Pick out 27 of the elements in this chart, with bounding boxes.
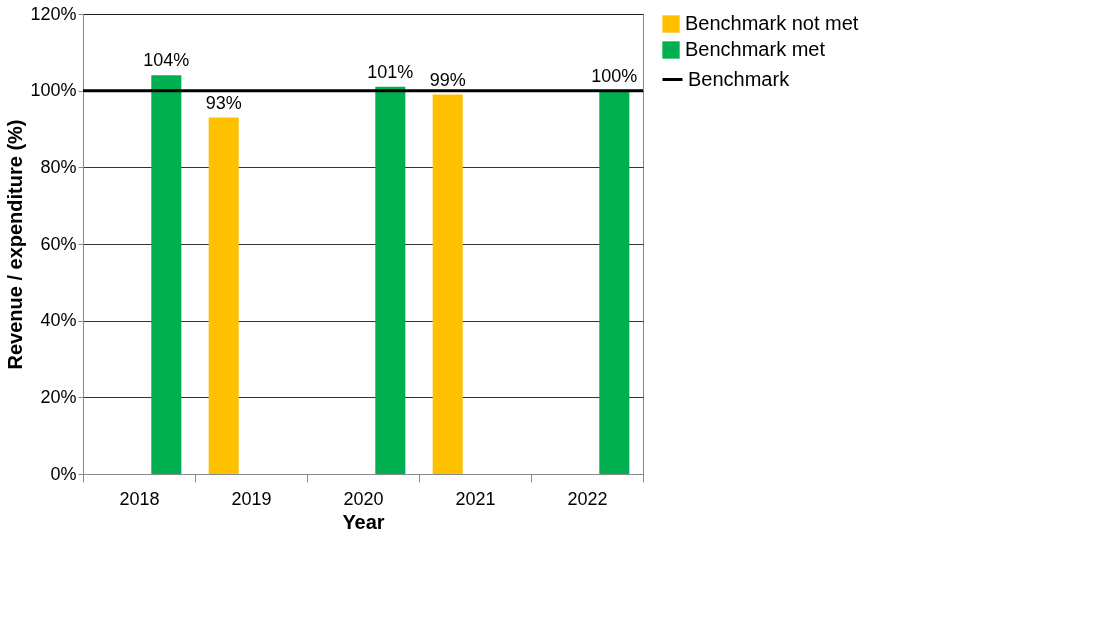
x-tick-label: 2018	[119, 488, 160, 509]
x-tick-label: 2021	[455, 488, 496, 509]
bar	[375, 86, 406, 474]
bar	[432, 94, 463, 474]
y-tick-label: 20%	[40, 386, 77, 407]
y-tick-label: 120%	[30, 3, 77, 24]
data-label: 100%	[591, 65, 638, 86]
bar	[208, 117, 239, 474]
y-axis-title: Revenue / expenditure (%)	[4, 119, 27, 370]
bar	[151, 75, 182, 474]
x-tick-label: 2019	[231, 488, 272, 509]
x-axis-title: Year	[342, 510, 385, 533]
y-tick-label: 100%	[30, 80, 77, 101]
x-tick-label: 2020	[343, 488, 384, 509]
ref-line-label: Benchmark	[688, 67, 791, 90]
legend-label: Benchmark met	[685, 38, 826, 60]
data-label: 99%	[429, 69, 466, 90]
bar	[599, 90, 630, 474]
data-label: 101%	[367, 61, 414, 82]
y-tick-label: 60%	[40, 233, 77, 254]
data-label: 104%	[143, 50, 190, 71]
x-tick-label: 2022	[567, 488, 608, 509]
legend-label: Benchmark not met	[685, 12, 859, 34]
y-tick-label: 40%	[40, 310, 77, 331]
data-label: 93%	[205, 92, 242, 113]
y-tick-label: 80%	[40, 156, 77, 177]
y-tick-label: 0%	[50, 463, 77, 484]
